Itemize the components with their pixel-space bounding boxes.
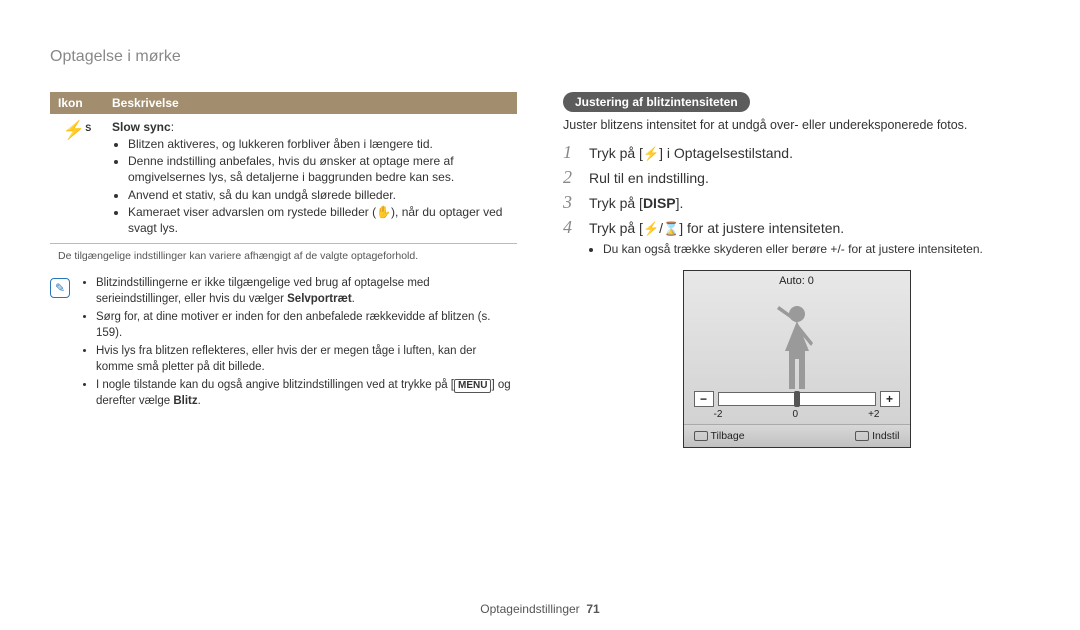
flash-icon: ⚡: [643, 146, 659, 161]
note-item: Sørg for, at dine motiver er inden for d…: [96, 310, 517, 341]
bullet: Anvend et stativ, så du kan undgå sløred…: [128, 187, 509, 203]
section-intro: Juster blitzens intensitet for at undgå …: [563, 118, 1030, 132]
th-icon: Ikon: [50, 92, 104, 114]
row-title: Slow sync: [112, 120, 171, 134]
timer-icon: ⌛: [663, 221, 679, 236]
step: Tryk på [⚡] i Optagelsestilstand.: [563, 142, 1030, 163]
row-icon-cell: ⚡S: [50, 114, 104, 244]
disp-label: DISP: [643, 195, 676, 211]
intensity-slider[interactable]: − +: [684, 391, 910, 409]
person-silhouette-icon: [767, 301, 827, 391]
lcd-set-button[interactable]: Indstil: [855, 430, 899, 442]
camera-lcd-preview: Auto: 0 − +: [683, 270, 911, 448]
step: Tryk på [⚡/⌛] for at justere intensitete…: [563, 217, 1030, 238]
lcd-silhouette: [684, 291, 910, 391]
note-icon: ✎: [50, 278, 70, 298]
slider-track[interactable]: [718, 392, 876, 406]
note-item: I nogle tilstande kan du også angive bli…: [96, 378, 517, 409]
flash-slow-sync-icon: ⚡: [63, 120, 85, 140]
left-column: Ikon Beskrivelse ⚡S Slow sync: Blitzen a…: [50, 92, 517, 448]
bullet: Blitzen aktiveres, og lukkeren forbliver…: [128, 136, 509, 152]
lcd-top-label: Auto: 0: [684, 271, 910, 291]
note-item: Blitzindstillingerne er ikke tilgængelig…: [96, 276, 517, 307]
bullet: Denne indstilling anbefales, hvis du øns…: [128, 153, 509, 185]
step: Tryk på [DISP].: [563, 192, 1030, 213]
step-sub-bullet: Du kan også trække skyderen eller berøre…: [563, 242, 1030, 256]
page-footer: Optageindstillinger 71: [0, 602, 1080, 616]
menu-button-label: MENU: [454, 379, 491, 393]
flash-options-table: Ikon Beskrivelse ⚡S Slow sync: Blitzen a…: [50, 92, 517, 244]
note-box: ✎ Blitzindstillingerne er ikke tilgængel…: [50, 276, 517, 412]
bullet: Kameraet viser advarslen om rystede bill…: [128, 204, 509, 236]
note-item: Hvis lys fra blitzen reflekteres, eller …: [96, 344, 517, 375]
th-desc: Beskrivelse: [104, 92, 517, 114]
minus-button[interactable]: −: [694, 391, 714, 407]
slider-labels: -2 0 +2: [684, 409, 910, 424]
plus-button[interactable]: +: [880, 391, 900, 407]
row-desc-cell: Slow sync: Blitzen aktiveres, og lukkere…: [104, 114, 517, 244]
row-bullets: Blitzen aktiveres, og lukkeren forbliver…: [112, 136, 509, 236]
right-column: Justering af blitzintensiteten Juster bl…: [563, 92, 1030, 448]
lcd-back-button[interactable]: Tilbage: [694, 430, 745, 442]
steps-list: Tryk på [⚡] i Optagelsestilstand. Rul ti…: [563, 142, 1030, 238]
note-list: Blitzindstillingerne er ikke tilgængelig…: [80, 276, 517, 412]
section-pill: Justering af blitzintensiteten: [563, 92, 750, 112]
page-title: Optagelse i mørke: [50, 48, 1030, 66]
table-footnote: De tilgængelige indstillinger kan varier…: [50, 250, 517, 262]
flash-icon: ⚡: [643, 221, 659, 236]
step: Rul til en indstilling.: [563, 167, 1030, 188]
